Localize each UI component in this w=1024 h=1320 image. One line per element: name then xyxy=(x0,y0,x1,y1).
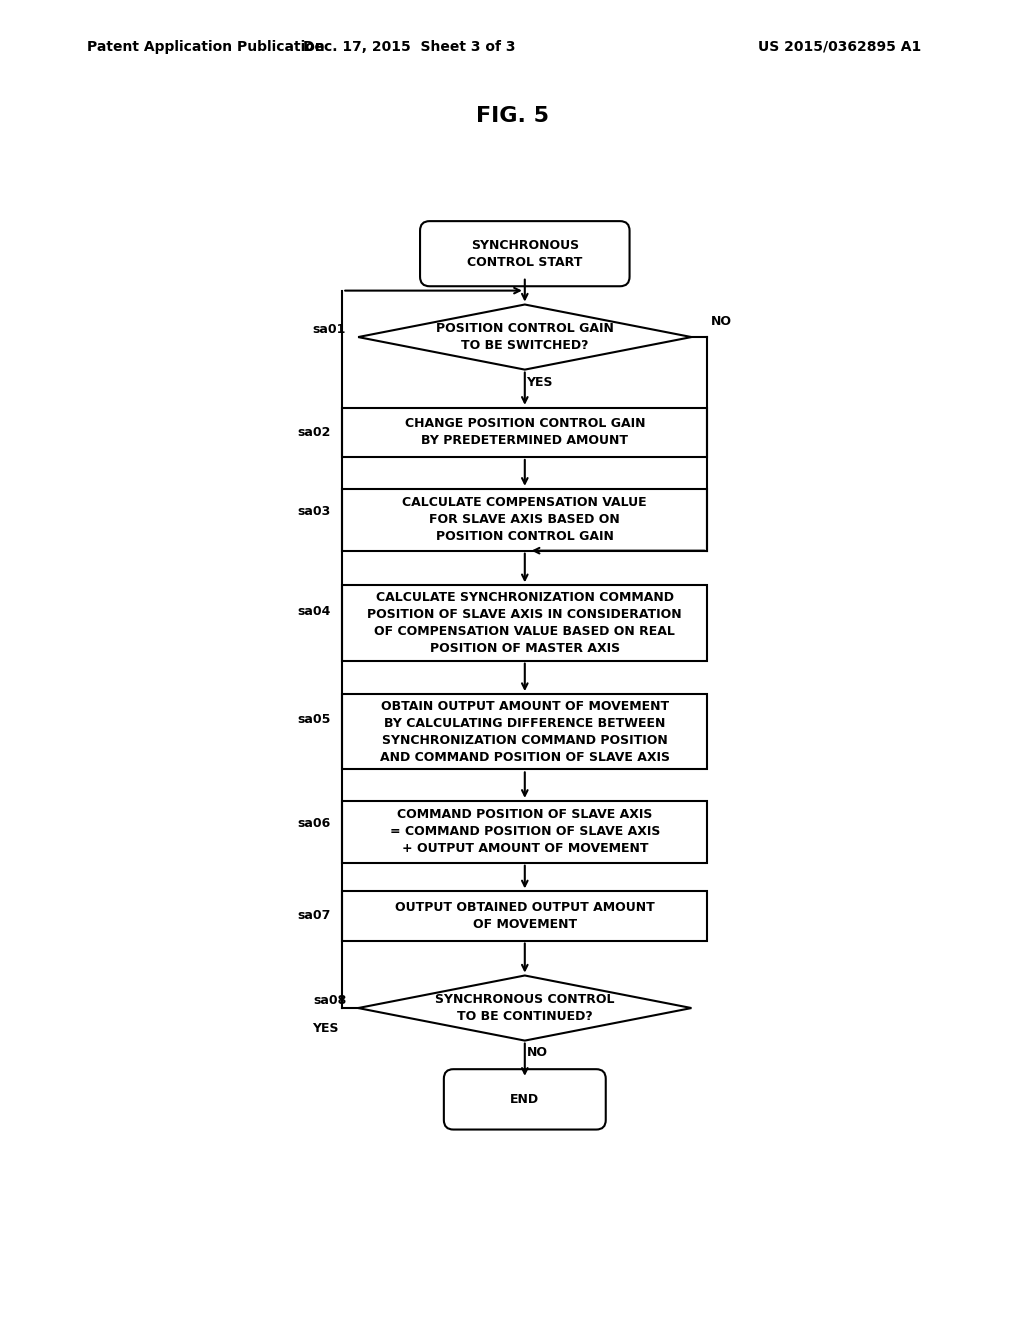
Polygon shape xyxy=(358,305,691,370)
Text: CALCULATE COMPENSATION VALUE
FOR SLAVE AXIS BASED ON
POSITION CONTROL GAIN: CALCULATE COMPENSATION VALUE FOR SLAVE A… xyxy=(402,496,647,544)
Text: sa08: sa08 xyxy=(313,994,346,1007)
Bar xyxy=(342,891,708,941)
Text: sa03: sa03 xyxy=(297,506,331,519)
Text: NO: NO xyxy=(712,314,732,327)
Text: COMMAND POSITION OF SLAVE AXIS
= COMMAND POSITION OF SLAVE AXIS
+ OUTPUT AMOUNT : COMMAND POSITION OF SLAVE AXIS = COMMAND… xyxy=(389,808,660,855)
Bar xyxy=(342,585,708,660)
Bar xyxy=(342,408,708,457)
Text: OBTAIN OUTPUT AMOUNT OF MOVEMENT
BY CALCULATING DIFFERENCE BETWEEN
SYNCHRONIZATI: OBTAIN OUTPUT AMOUNT OF MOVEMENT BY CALC… xyxy=(380,700,670,764)
Text: sa02: sa02 xyxy=(297,426,331,438)
Text: sa06: sa06 xyxy=(297,817,331,830)
FancyBboxPatch shape xyxy=(420,222,630,286)
Text: YES: YES xyxy=(526,376,553,389)
Text: Dec. 17, 2015  Sheet 3 of 3: Dec. 17, 2015 Sheet 3 of 3 xyxy=(303,40,516,54)
Text: END: END xyxy=(510,1093,540,1106)
Text: POSITION CONTROL GAIN
TO BE SWITCHED?: POSITION CONTROL GAIN TO BE SWITCHED? xyxy=(436,322,613,352)
Bar xyxy=(342,488,708,550)
Text: YES: YES xyxy=(311,1022,338,1035)
Bar xyxy=(342,801,708,863)
Text: CALCULATE SYNCHRONIZATION COMMAND
POSITION OF SLAVE AXIS IN CONSIDERATION
OF COM: CALCULATE SYNCHRONIZATION COMMAND POSITI… xyxy=(368,591,682,655)
Text: NO: NO xyxy=(526,1047,548,1059)
Text: sa07: sa07 xyxy=(297,909,331,923)
Polygon shape xyxy=(358,975,691,1040)
Text: FIG. 5: FIG. 5 xyxy=(475,106,549,125)
Text: sa01: sa01 xyxy=(313,322,346,335)
Text: SYNCHRONOUS CONTROL
TO BE CONTINUED?: SYNCHRONOUS CONTROL TO BE CONTINUED? xyxy=(435,993,614,1023)
Text: SYNCHRONOUS
CONTROL START: SYNCHRONOUS CONTROL START xyxy=(467,239,583,269)
Text: sa05: sa05 xyxy=(297,713,331,726)
Text: CHANGE POSITION CONTROL GAIN
BY PREDETERMINED AMOUNT: CHANGE POSITION CONTROL GAIN BY PREDETER… xyxy=(404,417,645,447)
Text: OUTPUT OBTAINED OUTPUT AMOUNT
OF MOVEMENT: OUTPUT OBTAINED OUTPUT AMOUNT OF MOVEMEN… xyxy=(395,902,654,931)
Text: sa04: sa04 xyxy=(297,605,331,618)
Bar xyxy=(342,694,708,770)
Text: Patent Application Publication: Patent Application Publication xyxy=(87,40,325,54)
FancyBboxPatch shape xyxy=(443,1069,606,1130)
Text: US 2015/0362895 A1: US 2015/0362895 A1 xyxy=(758,40,922,54)
